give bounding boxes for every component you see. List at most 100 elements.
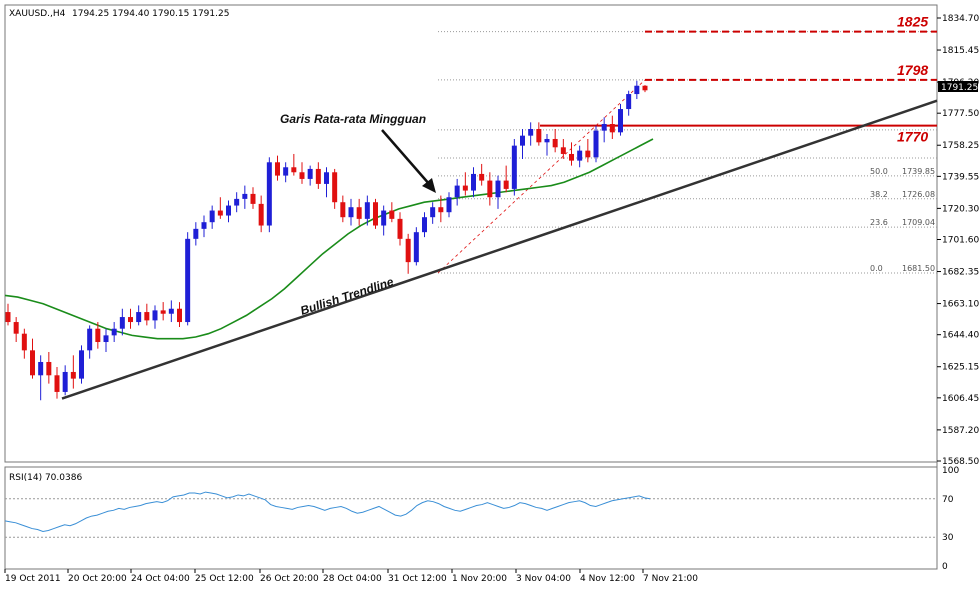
candle-body (250, 193, 256, 204)
candle-body (209, 210, 215, 223)
fib-level-label: 38.2 (870, 190, 888, 199)
time-tick-label: 28 Oct 04:00 (323, 574, 382, 584)
candle-body (168, 308, 174, 314)
time-tick-label: 31 Oct 12:00 (388, 574, 447, 584)
candle-body (299, 172, 305, 179)
current-price-box (938, 81, 978, 92)
candle-body (446, 197, 452, 213)
price-tick-label: 1758.25 (942, 141, 979, 151)
candle-body (642, 85, 648, 91)
candle-body (609, 124, 615, 133)
candle-body (495, 180, 501, 198)
fib-level-label: 50.0 (870, 167, 888, 176)
candle-body (185, 238, 191, 323)
candle-body (324, 172, 329, 184)
rsi-tick-label: 100 (942, 466, 959, 476)
trendline-layer (61, 99, 938, 400)
candle-body (291, 167, 297, 173)
rsi-tick-label: 0 (942, 562, 948, 572)
fib-price-label: 1739.85 (902, 167, 935, 176)
candle-body (593, 130, 599, 158)
candle-body (626, 94, 632, 110)
candle-body (340, 202, 346, 218)
fib-price-label: 1726.08 (902, 190, 935, 199)
candle-body (601, 124, 607, 131)
rsi-tick-label: 70 (942, 495, 954, 505)
candle-body (381, 210, 387, 226)
candle-body (356, 207, 362, 219)
candle-body (471, 173, 476, 191)
candle-body (30, 350, 35, 376)
time-tick-label: 26 Oct 20:00 (260, 574, 319, 584)
price-tick-label: 1663.10 (942, 300, 979, 310)
time-tick-label: 25 Oct 12:00 (195, 574, 254, 584)
time-tick-label: 19 Oct 2011 (5, 574, 61, 584)
candle-body (234, 198, 240, 206)
candle-body (13, 322, 19, 334)
candle-body (438, 207, 444, 213)
rsi-tick-label: 30 (942, 533, 954, 543)
chart-symbol: XAUUSD.,H4 (9, 9, 66, 19)
candle-body (487, 180, 493, 198)
candle-body (54, 375, 60, 392)
candle-body (348, 207, 354, 218)
candle-body (226, 205, 231, 216)
candle-body (152, 310, 158, 321)
candle-body (79, 350, 84, 379)
candle-body (430, 207, 436, 218)
candle-body (283, 167, 289, 176)
candle-body (332, 172, 338, 203)
rsi-panel[interactable] (4, 466, 938, 570)
fib-price-label: 1681.50 (902, 264, 935, 273)
fib-level-label: 0.0 (870, 264, 883, 273)
candle-body (21, 333, 27, 351)
level-label-1798: 1798 (897, 62, 928, 78)
candle-body (315, 168, 321, 184)
time-tick-label: 3 Nov 04:00 (516, 574, 571, 584)
time-tick-label: 7 Nov 21:00 (643, 574, 698, 584)
candle-body (462, 185, 468, 191)
candle-body (560, 147, 566, 154)
candle-body (103, 335, 109, 343)
rsi-header: RSI(14) 70.0386 (9, 473, 82, 483)
price-tick-label: 1834.70 (942, 14, 979, 24)
candle-body (544, 138, 550, 143)
candle-body (413, 232, 419, 263)
rsi-layer: 100 70 30 0 (4, 466, 959, 572)
candle-body (397, 218, 403, 239)
candle-body (46, 361, 52, 376)
candle-body (364, 202, 370, 219)
candle-body (95, 328, 101, 343)
weekly-ma-annotation: Garis Rata-rata Mingguan (280, 112, 426, 126)
candle-body (5, 312, 11, 323)
price-tick-label: 1606.45 (942, 394, 979, 404)
bullish-trendline (61, 99, 938, 400)
candle-body (618, 109, 623, 133)
candle-body (552, 138, 558, 148)
candle-body (422, 217, 427, 233)
candle-body (136, 312, 142, 323)
chart-ohlc: 1794.25 1794.40 1790.15 1791.25 (72, 9, 229, 19)
candle-body (217, 210, 223, 216)
candle-body (144, 312, 150, 321)
candle-body (585, 150, 591, 158)
candle-body (634, 85, 640, 95)
annotation-arrow-line (381, 129, 431, 186)
fibonacci-layer: 0.0 1681.50 23.6 1709.04 38.2 1726.08 50.0 1739… (437, 31, 937, 274)
candle-body (528, 128, 534, 136)
time-tick-label: 1 Nov 20:00 (452, 574, 507, 584)
candle-body (177, 308, 182, 323)
main-panel[interactable] (4, 4, 938, 463)
current-price-label: 1791.25 (941, 83, 978, 93)
candle-body (275, 162, 280, 176)
candle-body (511, 145, 517, 189)
price-tick-label: 1777.50 (942, 109, 979, 119)
candle-body (520, 135, 525, 146)
candle-body (87, 328, 93, 351)
candle-body (70, 371, 76, 379)
level-label-1770: 1770 (897, 129, 928, 145)
candle-body (38, 361, 44, 376)
candle-body (479, 173, 485, 181)
candle-body (373, 202, 378, 226)
